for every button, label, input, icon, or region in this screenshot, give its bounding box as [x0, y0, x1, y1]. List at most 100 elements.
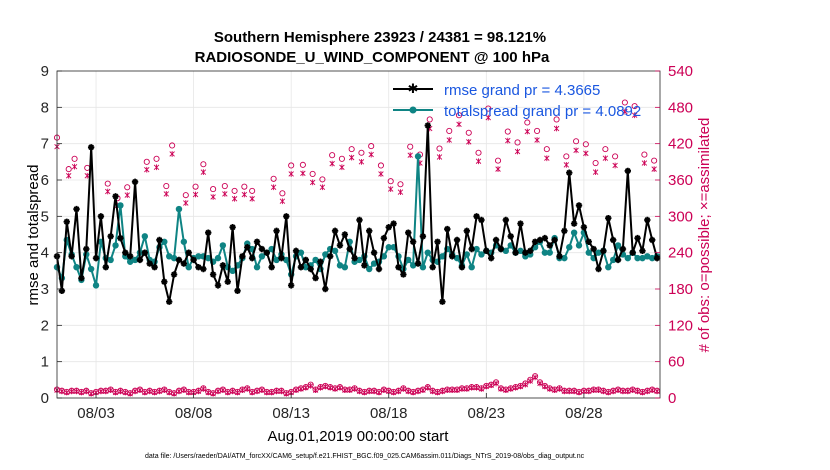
- obs-assimilated-marker: [576, 389, 582, 396]
- obs-possible-marker: [104, 180, 111, 187]
- rmse-marker: [297, 264, 305, 271]
- totalspread-marker: [634, 254, 641, 262]
- rmse-marker: [405, 229, 412, 236]
- rmse-marker: [317, 258, 324, 265]
- obs-possible-marker: [270, 175, 277, 182]
- obs-assimilated-marker: [524, 128, 531, 135]
- totalspread-marker: [273, 256, 280, 264]
- obs-assimilated-marker: [279, 198, 286, 205]
- obs-assimilated-marker: [493, 380, 499, 387]
- obs-assimilated-marker: [592, 169, 599, 176]
- rmse-marker: [409, 238, 417, 245]
- rmse-marker: [600, 247, 607, 255]
- rmse-marker: [341, 231, 349, 238]
- obs-assimilated-marker: [309, 179, 316, 186]
- obs-assimilated-marker: [68, 388, 75, 395]
- rmse-marker: [551, 236, 558, 244]
- obs-possible-marker: [299, 161, 306, 168]
- obs-assimilated-marker: [112, 389, 119, 396]
- obs-assimilated-marker: [405, 388, 411, 395]
- rmse-marker: [458, 264, 466, 271]
- obs-assimilated-marker: [215, 388, 221, 395]
- legend-rmse-marker: ✱: [408, 82, 419, 97]
- obs-assimilated-marker: [264, 389, 270, 396]
- obs-assimilated-marker: [127, 390, 133, 397]
- rmse-marker: [507, 233, 514, 240]
- rmse-marker: [327, 253, 334, 260]
- rmse-marker: [322, 285, 329, 293]
- rmse-marker: [639, 247, 646, 255]
- rmse-marker: [395, 264, 402, 271]
- rmse-marker: [117, 234, 124, 242]
- obs-assimilated-marker: [192, 191, 199, 198]
- obs-assimilated-marker: [200, 169, 207, 176]
- totalspread-marker: [302, 264, 310, 271]
- obs-assimilated-marker: [612, 162, 618, 169]
- x-tick-label: 08/23: [468, 405, 506, 422]
- obs-assimilated-marker: [239, 387, 246, 394]
- rmse-line: [56, 124, 659, 303]
- totalspread-marker: [570, 229, 578, 236]
- y-tick-label-left: 4: [41, 245, 49, 262]
- obs-assimilated-marker: [169, 151, 175, 157]
- obs-assimilated-marker: [449, 387, 455, 394]
- y-tick-label-left: 6: [41, 172, 49, 189]
- obs-assimilated-marker: [563, 161, 570, 168]
- obs-count-markers: [53, 99, 661, 397]
- obs-assimilated-marker: [522, 381, 529, 388]
- obs-assimilated-marker: [649, 387, 655, 394]
- y-tick-label-right: 300: [668, 208, 693, 225]
- totalspread-marker: [385, 244, 392, 251]
- rmse-marker: [561, 227, 568, 235]
- rmse-marker: [141, 249, 149, 256]
- totalspread-marker: [644, 253, 651, 260]
- totalspread-marker: [341, 264, 349, 271]
- totalspread-marker: [219, 242, 227, 249]
- obs-assimilated-marker: [327, 384, 333, 391]
- obs-possible-marker: [446, 127, 453, 134]
- rmse-marker: [439, 298, 446, 305]
- obs-possible-marker: [407, 143, 414, 150]
- rmse-marker: [390, 220, 397, 227]
- obs-assimilated-marker: [183, 200, 189, 206]
- rmse-marker: [400, 271, 407, 278]
- obs-assimilated-marker: [654, 388, 660, 395]
- obs-assimilated-marker: [605, 389, 612, 396]
- obs-assimilated-marker: [400, 386, 407, 392]
- rmse-marker: [190, 256, 197, 264]
- totalspread-marker: [419, 264, 427, 271]
- rmse-marker: [224, 278, 231, 285]
- rmse-marker: [78, 274, 85, 282]
- obs-possible-marker: [348, 146, 355, 153]
- obs-assimilated-marker: [98, 388, 104, 395]
- rmse-marker: [73, 205, 80, 213]
- rmse-marker: [83, 245, 90, 253]
- obs-assimilated-marker: [132, 388, 138, 395]
- rmse-marker: [570, 220, 578, 227]
- obs-assimilated-marker: [312, 387, 319, 394]
- obs-assimilated-marker: [346, 387, 353, 394]
- obs-possible-marker: [249, 187, 256, 194]
- rmse-marker: [414, 260, 422, 267]
- obs-assimilated-marker: [532, 374, 538, 381]
- rmse-marker: [351, 254, 358, 262]
- obs-assimilated-marker: [590, 387, 597, 394]
- obs-assimilated-marker: [610, 388, 616, 395]
- rmse-marker: [444, 225, 451, 233]
- obs-assimilated-marker: [249, 389, 255, 396]
- obs-assimilated-marker: [259, 387, 265, 394]
- totalspread-marker: [478, 251, 485, 258]
- rmse-marker: [644, 216, 651, 224]
- totalspread-marker: [253, 264, 261, 271]
- totalspread-marker: [87, 265, 95, 273]
- obs-assimilated-marker: [459, 386, 465, 392]
- rmse-marker: [546, 242, 553, 249]
- totalspread-marker: [205, 254, 212, 262]
- totalspread-marker: [502, 247, 510, 255]
- rmse-marker: [429, 264, 436, 271]
- obs-assimilated-marker: [368, 151, 374, 158]
- obs-possible-marker: [641, 151, 648, 158]
- rmse-marker: [239, 253, 246, 260]
- obs-assimilated-marker: [59, 388, 65, 395]
- obs-assimilated-marker: [395, 388, 402, 395]
